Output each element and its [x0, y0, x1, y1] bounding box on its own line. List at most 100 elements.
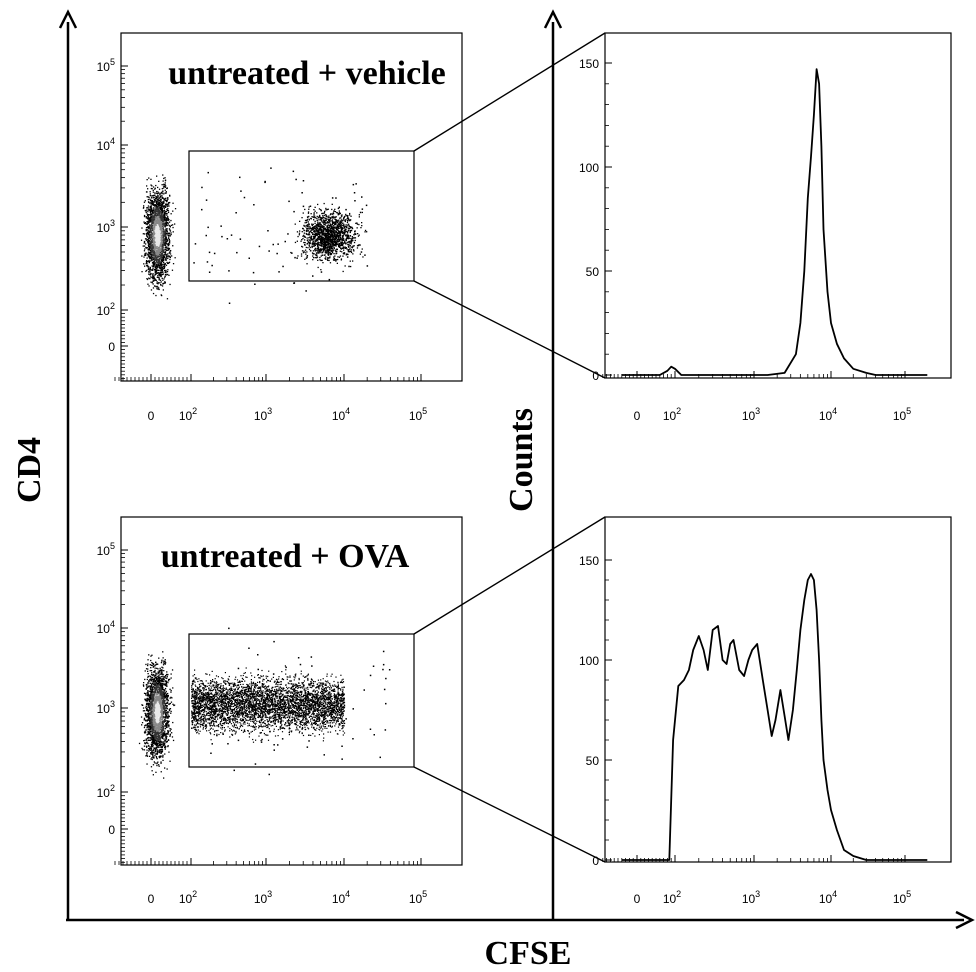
event-dot	[327, 254, 330, 256]
event-dot	[319, 238, 321, 240]
event-dot	[149, 240, 151, 242]
event-dot	[314, 244, 316, 247]
event-dot	[168, 678, 170, 681]
event-dot	[341, 214, 343, 216]
event-dot	[366, 231, 368, 233]
event-dot	[320, 249, 322, 251]
event-dot	[330, 238, 332, 240]
event-dot	[167, 262, 169, 265]
event-dot	[305, 226, 307, 228]
event-dot	[154, 256, 156, 258]
event-dot	[161, 238, 164, 240]
event-dot	[165, 726, 167, 728]
event-dot	[291, 252, 293, 254]
event-dot	[154, 268, 156, 270]
event-dot	[152, 681, 154, 683]
event-dot	[172, 231, 174, 233]
event-dot	[148, 744, 150, 747]
event-dot	[342, 270, 344, 273]
event-dot	[153, 260, 155, 262]
event-dot	[150, 235, 153, 237]
event-dot	[323, 240, 325, 242]
event-dot	[164, 211, 167, 213]
event-dot	[343, 216, 345, 218]
event-dot	[152, 213, 154, 215]
event-dot	[151, 265, 153, 267]
event-dot	[165, 241, 167, 244]
event-dot	[153, 217, 155, 219]
event-dot	[335, 248, 338, 250]
event-dot	[161, 737, 164, 740]
event-dot	[169, 258, 171, 261]
event-dot	[155, 221, 157, 223]
event-dot	[335, 260, 337, 262]
event-dot	[347, 216, 349, 218]
event-dot	[338, 230, 340, 233]
event-dot	[323, 214, 325, 216]
event-dot	[319, 214, 321, 217]
event-dot	[163, 243, 165, 246]
event-dot	[155, 241, 157, 243]
event-dot	[314, 238, 316, 240]
event-dot	[338, 238, 340, 240]
event-dot	[342, 255, 344, 257]
event-dot	[159, 222, 161, 224]
event-dot	[333, 236, 335, 238]
event-dot	[147, 196, 149, 198]
event-dot	[165, 270, 167, 273]
x-tick-label: 102	[179, 406, 197, 423]
event-dot	[172, 721, 174, 724]
event-dot	[151, 721, 153, 723]
event-dot	[158, 247, 160, 249]
event-dot	[159, 240, 161, 242]
event-dot	[160, 252, 163, 255]
event-dot	[329, 236, 331, 238]
event-dot	[333, 222, 335, 224]
event-dot	[336, 243, 339, 245]
event-dot	[149, 746, 151, 748]
event-dot	[329, 239, 332, 241]
event-dot	[157, 235, 159, 237]
event-dot	[339, 221, 341, 223]
event-dot	[349, 231, 351, 233]
event-dot	[153, 221, 155, 223]
event-dot	[161, 232, 164, 234]
event-dot	[339, 222, 341, 225]
event-dot	[344, 219, 346, 221]
event-dot	[345, 239, 347, 241]
event-dot	[166, 187, 168, 190]
event-dot	[162, 206, 165, 208]
event-dot	[153, 243, 155, 245]
event-dot	[158, 215, 160, 217]
event-dot	[327, 253, 329, 255]
event-dot	[154, 232, 157, 234]
event-dot	[156, 264, 158, 266]
event-dot	[143, 205, 145, 207]
event-dot	[304, 258, 306, 260]
event-dot	[154, 211, 156, 214]
event-dot	[343, 242, 345, 244]
event-dot	[152, 251, 154, 254]
event-dot	[168, 202, 170, 204]
event-dot	[148, 260, 150, 262]
event-dot	[252, 271, 255, 274]
event-dot	[160, 258, 163, 261]
event-dot	[163, 278, 165, 280]
event-dot	[161, 211, 163, 213]
event-dot	[161, 203, 163, 205]
event-dot	[156, 190, 158, 193]
event-dot	[304, 219, 307, 222]
event-dot	[159, 267, 161, 269]
event-dot	[151, 662, 153, 664]
event-dot	[158, 199, 161, 202]
event-dot	[325, 249, 327, 251]
event-dot	[344, 265, 346, 267]
event-dot	[327, 237, 330, 239]
event-dot	[150, 237, 152, 239]
event-dot	[348, 242, 351, 244]
event-dot	[154, 194, 156, 196]
event-dot	[314, 237, 316, 239]
event-dot	[328, 252, 330, 254]
event-dot	[330, 247, 332, 249]
event-dot	[164, 689, 166, 691]
